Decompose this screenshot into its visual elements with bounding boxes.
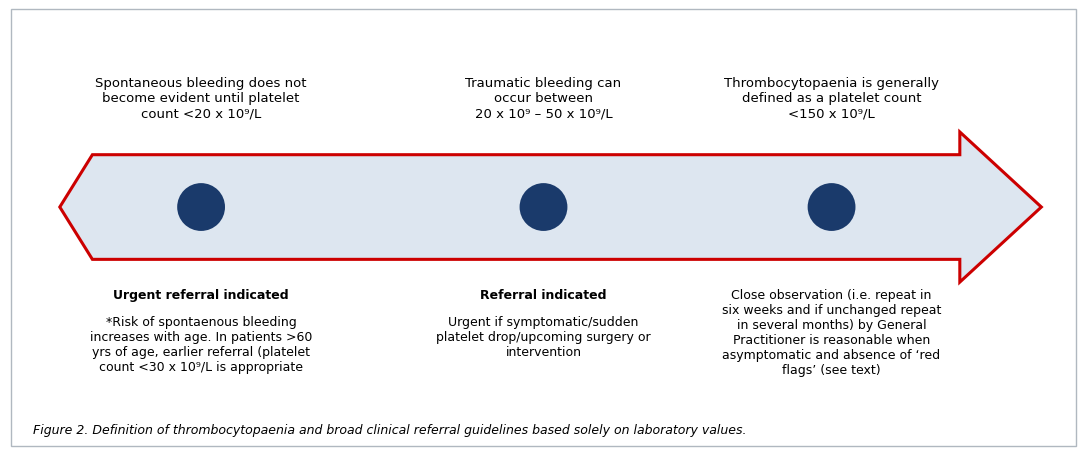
Text: Referral indicated: Referral indicated bbox=[480, 289, 607, 302]
Ellipse shape bbox=[177, 183, 225, 231]
Text: Figure 2. Definition of thrombocytopaenia and broad clinical referral guidelines: Figure 2. Definition of thrombocytopaeni… bbox=[33, 424, 746, 437]
Text: Urgent referral indicated: Urgent referral indicated bbox=[113, 289, 289, 302]
Ellipse shape bbox=[520, 183, 567, 231]
Text: *Risk of spontaenous bleeding
increases with age. In patients >60
yrs of age, ea: *Risk of spontaenous bleeding increases … bbox=[90, 316, 312, 374]
Ellipse shape bbox=[808, 183, 855, 231]
Text: Urgent if symptomatic/sudden
platelet drop/upcoming surgery or
intervention: Urgent if symptomatic/sudden platelet dr… bbox=[436, 316, 651, 359]
Polygon shape bbox=[60, 132, 1041, 282]
Text: Spontaneous bleeding does not
become evident until platelet
count <20 x 10⁹/L: Spontaneous bleeding does not become evi… bbox=[96, 77, 307, 121]
Text: Traumatic bleeding can
occur between
20 x 10⁹ – 50 x 10⁹/L: Traumatic bleeding can occur between 20 … bbox=[465, 77, 622, 121]
Text: Close observation (i.e. repeat in
six weeks and if unchanged repeat
in several m: Close observation (i.e. repeat in six we… bbox=[722, 289, 941, 377]
Text: Thrombocytopaenia is generally
defined as a platelet count
<150 x 10⁹/L: Thrombocytopaenia is generally defined a… bbox=[724, 77, 939, 121]
